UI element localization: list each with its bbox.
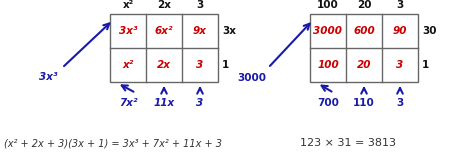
Text: x²: x² bbox=[122, 0, 134, 10]
Text: 3: 3 bbox=[396, 98, 404, 108]
Text: 20: 20 bbox=[357, 60, 371, 70]
Text: x²: x² bbox=[122, 60, 134, 70]
Text: 1: 1 bbox=[422, 60, 429, 70]
Bar bbox=[310, 14, 418, 82]
Text: 600: 600 bbox=[353, 26, 375, 36]
Text: 3: 3 bbox=[196, 0, 204, 10]
Text: 3000: 3000 bbox=[313, 26, 343, 36]
Text: 6x²: 6x² bbox=[155, 26, 173, 36]
Text: 20: 20 bbox=[357, 0, 371, 10]
Text: 3: 3 bbox=[396, 0, 404, 10]
Text: 3x³: 3x³ bbox=[119, 26, 137, 36]
Text: 3x: 3x bbox=[222, 26, 236, 36]
Text: 2x: 2x bbox=[157, 0, 171, 10]
Text: 3000: 3000 bbox=[237, 73, 266, 83]
Text: 3: 3 bbox=[396, 60, 404, 70]
Text: 3: 3 bbox=[196, 98, 204, 108]
Text: 7x²: 7x² bbox=[119, 98, 137, 108]
Bar bbox=[110, 14, 218, 82]
Text: 3x³: 3x³ bbox=[39, 72, 58, 82]
Text: 2x: 2x bbox=[157, 60, 171, 70]
Text: 1: 1 bbox=[222, 60, 229, 70]
Text: 3: 3 bbox=[196, 60, 204, 70]
Text: (x² + 2x + 3)(3x + 1) = 3x³ + 7x² + 11x + 3: (x² + 2x + 3)(3x + 1) = 3x³ + 7x² + 11x … bbox=[4, 138, 222, 148]
Text: 30: 30 bbox=[422, 26, 437, 36]
Text: 100: 100 bbox=[317, 0, 339, 10]
Text: 100: 100 bbox=[317, 60, 339, 70]
Text: 123 × 31 = 3813: 123 × 31 = 3813 bbox=[300, 138, 396, 148]
Text: 9x: 9x bbox=[193, 26, 207, 36]
Text: 700: 700 bbox=[317, 98, 339, 108]
Text: 110: 110 bbox=[353, 98, 375, 108]
Text: 11x: 11x bbox=[154, 98, 174, 108]
Text: 90: 90 bbox=[393, 26, 407, 36]
